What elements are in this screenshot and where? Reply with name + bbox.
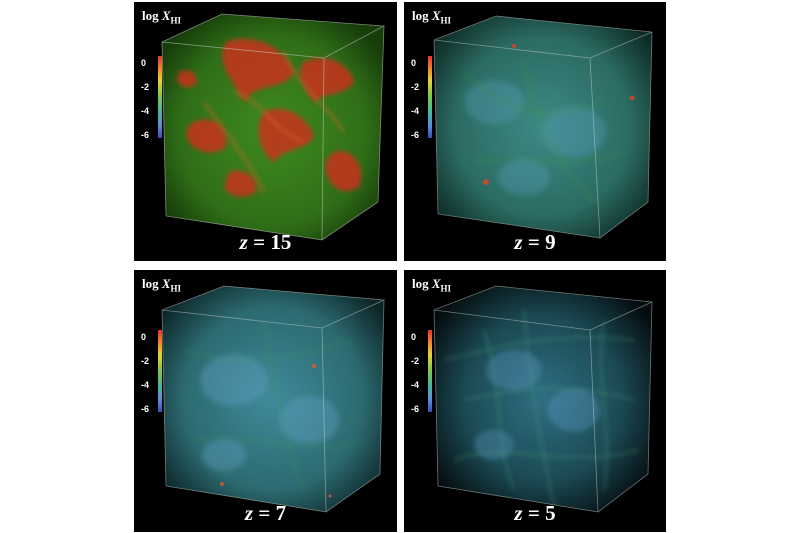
filaments bbox=[463, 61, 625, 203]
quantity-label: log XHI bbox=[142, 276, 181, 294]
quantity-symbol: X bbox=[431, 8, 441, 23]
redshift-label: z = 7 bbox=[134, 501, 397, 526]
panel-z5: log XHI 0 -2 -4 -6 z = 5 bbox=[404, 270, 666, 532]
quantity-subscript: HI bbox=[170, 15, 182, 26]
redshift-symbol: z bbox=[244, 501, 254, 525]
panel-z7: log XHI 0 -2 -4 -6 z = 7 bbox=[134, 270, 397, 532]
colorbar-tick-0: 0 bbox=[141, 332, 147, 342]
redshift-symbol: z bbox=[514, 501, 523, 525]
colorbar-tick-minus2: -2 bbox=[141, 82, 150, 92]
colorbar-tick-minus6: -6 bbox=[411, 130, 420, 140]
colorbar-tick-minus6: -6 bbox=[141, 130, 150, 140]
colorbar-tick-minus2: -2 bbox=[411, 82, 420, 92]
redshift-symbol: z bbox=[514, 230, 523, 254]
cube-edges bbox=[433, 15, 653, 239]
colorbar-tick-0: 0 bbox=[141, 58, 147, 68]
filaments bbox=[443, 309, 640, 506]
ionized-spots bbox=[483, 44, 635, 185]
redshift-value: = 9 bbox=[522, 230, 556, 254]
volume-render-z9 bbox=[433, 15, 653, 239]
quantity-symbol: X bbox=[161, 276, 171, 291]
redshift-label: z = 15 bbox=[134, 230, 397, 255]
panel-z9: log XHI 0 -2 -4 -6 z = 9 bbox=[404, 2, 666, 261]
redshift-label: z = 9 bbox=[404, 230, 666, 255]
quantity-symbol: X bbox=[431, 276, 441, 291]
quantity-prefix: log bbox=[412, 276, 432, 291]
quantity-label: log XHI bbox=[142, 8, 181, 26]
colorbar-tick-minus4: -4 bbox=[411, 106, 420, 116]
quantity-prefix: log bbox=[142, 276, 162, 291]
volume-render-z5 bbox=[433, 285, 654, 513]
redshift-value: = 15 bbox=[247, 230, 292, 254]
quantity-prefix: log bbox=[142, 8, 162, 23]
quantity-symbol: X bbox=[161, 8, 171, 23]
neutral-voids bbox=[464, 80, 606, 195]
redshift-value: = 7 bbox=[253, 501, 287, 525]
ionized-filaments bbox=[203, 51, 345, 193]
redshift-value: = 5 bbox=[522, 501, 556, 525]
colorbar bbox=[428, 56, 432, 138]
colorbar-tick-minus4: -4 bbox=[411, 380, 420, 390]
volume-render-z7 bbox=[161, 285, 386, 513]
colorbar bbox=[158, 56, 162, 138]
colorbar-tick-minus6: -6 bbox=[411, 404, 420, 414]
panel-z15: log XHI 0 -2 -4 -6 z = 15 bbox=[134, 2, 397, 261]
ionized-regions bbox=[177, 38, 362, 197]
quantity-prefix: log bbox=[412, 8, 432, 23]
colorbar-tick-minus4: -4 bbox=[141, 106, 150, 116]
cube-edges bbox=[433, 285, 654, 513]
colorbar-tick-minus4: -4 bbox=[141, 380, 150, 390]
colorbar-tick-minus6: -6 bbox=[141, 404, 150, 414]
redshift-symbol: z bbox=[239, 230, 248, 254]
quantity-subscript: HI bbox=[440, 283, 452, 294]
quantity-label: log XHI bbox=[412, 8, 451, 26]
quantity-subscript: HI bbox=[440, 15, 452, 26]
cube-edges bbox=[161, 285, 386, 513]
colorbar-tick-0: 0 bbox=[411, 332, 417, 342]
colorbar bbox=[428, 330, 432, 412]
quantity-label: log XHI bbox=[412, 276, 451, 294]
cube-volume bbox=[162, 286, 384, 512]
redshift-label: z = 5 bbox=[404, 501, 666, 526]
neutral-voids bbox=[474, 350, 600, 460]
colorbar-tick-minus2: -2 bbox=[411, 356, 420, 366]
colorbar-tick-minus2: -2 bbox=[141, 356, 150, 366]
ionized-spots bbox=[220, 364, 332, 498]
colorbar bbox=[158, 330, 162, 412]
filaments bbox=[183, 319, 365, 491]
cube-edges bbox=[160, 13, 386, 241]
volume-render-z15 bbox=[160, 13, 386, 241]
colorbar-tick-0: 0 bbox=[411, 58, 417, 68]
quantity-subscript: HI bbox=[170, 283, 182, 294]
